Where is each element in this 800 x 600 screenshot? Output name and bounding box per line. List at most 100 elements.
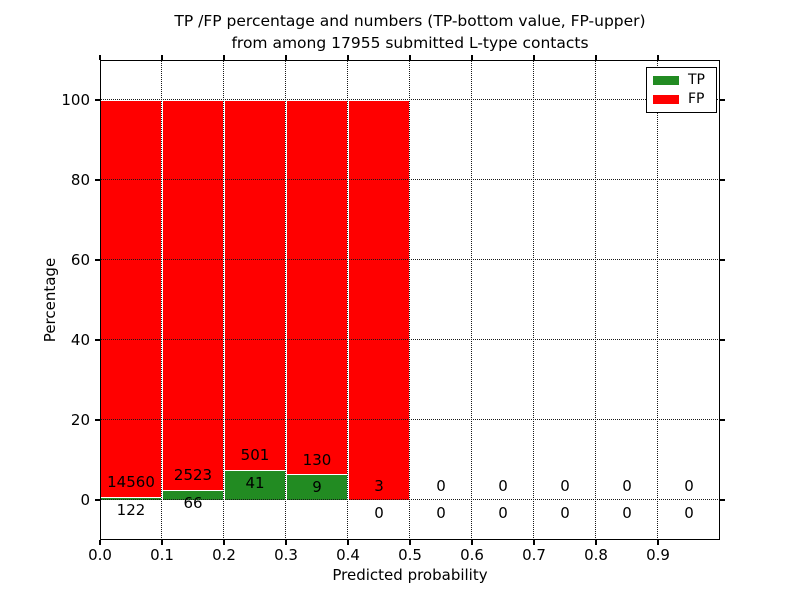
bar-fp-count-label: 0 xyxy=(622,476,632,495)
y-tick-mark-left xyxy=(95,179,100,181)
grid-line-vertical xyxy=(657,60,659,540)
bar-fp-count-label: 0 xyxy=(498,476,508,495)
bar-fp-segment xyxy=(162,100,224,490)
x-tick-mark-top xyxy=(409,55,411,60)
bar-fp-count-label: 14560 xyxy=(107,473,155,492)
bar-tp-count-label: 41 xyxy=(245,473,265,492)
y-tick-mark-left xyxy=(95,339,100,341)
bar-tp-count-label: 66 xyxy=(183,494,203,512)
x-tick-mark-top xyxy=(533,55,535,60)
x-tick-mark-bottom xyxy=(471,540,473,545)
x-tick-mark-top xyxy=(161,55,163,60)
chart-title-line-1: TP /FP percentage and numbers (TP-bottom… xyxy=(174,12,646,30)
chart-title-line-2: from among 17955 submitted L-type contac… xyxy=(231,34,589,52)
bar-fp-segment xyxy=(224,100,286,470)
x-tick-label: 0.7 xyxy=(522,546,546,564)
bar-fp-count-label: 501 xyxy=(240,446,270,465)
x-tick-mark-bottom xyxy=(409,540,411,545)
bar-tp-count-label: 0 xyxy=(560,504,570,523)
x-tick-label: 0.5 xyxy=(398,546,422,564)
x-tick-mark-bottom xyxy=(533,540,535,545)
tp-swatch-icon xyxy=(653,76,679,85)
x-tick-mark-bottom xyxy=(657,540,659,545)
y-tick-mark-left xyxy=(95,499,100,501)
x-tick-label: 0.9 xyxy=(646,546,670,564)
y-tick-mark-right xyxy=(720,499,725,501)
x-tick-mark-bottom xyxy=(595,540,597,545)
x-tick-mark-top xyxy=(657,55,659,60)
legend-entry-fp: FP xyxy=(647,90,716,109)
grid-line-vertical xyxy=(161,60,163,540)
y-tick-label: 80 xyxy=(70,170,90,189)
bar-tp-count-label: 122 xyxy=(116,500,146,519)
x-tick-label: 0.4 xyxy=(336,546,360,564)
y-tick-mark-right xyxy=(720,99,725,101)
y-tick-mark-left xyxy=(95,419,100,421)
grid-line-vertical xyxy=(595,60,597,540)
legend-label-tp: TP xyxy=(688,72,705,88)
x-tick-mark-top xyxy=(223,55,225,60)
bar-fp-count-label: 0 xyxy=(560,476,570,495)
x-axis-label: Predicted probability xyxy=(332,566,488,584)
x-tick-mark-bottom xyxy=(285,540,287,545)
grid-line-horizontal xyxy=(100,499,720,501)
x-tick-mark-top xyxy=(99,55,101,60)
y-tick-mark-right xyxy=(720,179,725,181)
bar-fp-count-label: 130 xyxy=(302,450,332,469)
x-tick-label: 0.0 xyxy=(88,546,112,564)
grid-line-horizontal xyxy=(100,259,720,261)
bar-fp-segment xyxy=(100,100,162,497)
grid-line-horizontal xyxy=(100,179,720,181)
chart-title: TP /FP percentage and numbers (TP-bottom… xyxy=(100,10,720,54)
y-tick-label: 20 xyxy=(70,410,90,429)
x-tick-mark-top xyxy=(471,55,473,60)
grid-line-horizontal xyxy=(100,419,720,421)
y-tick-mark-left xyxy=(95,99,100,101)
grid-line-vertical xyxy=(533,60,535,540)
bar-fp-count-label: 0 xyxy=(436,476,446,495)
grid-line-vertical xyxy=(223,60,225,540)
x-tick-mark-top xyxy=(347,55,349,60)
y-tick-label: 100 xyxy=(61,90,90,109)
bar-tp-count-label: 0 xyxy=(498,504,508,523)
legend: TP FP xyxy=(646,67,717,113)
y-tick-mark-right xyxy=(720,259,725,261)
x-tick-label: 0.6 xyxy=(460,546,484,564)
y-tick-label: 60 xyxy=(70,250,90,269)
y-tick-mark-right xyxy=(720,419,725,421)
x-tick-mark-bottom xyxy=(99,540,101,545)
grid-line-horizontal xyxy=(100,99,720,101)
grid-line-vertical xyxy=(409,60,411,540)
legend-label-fp: FP xyxy=(688,91,705,107)
bar-tp-count-label: 0 xyxy=(622,504,632,523)
bar-fp-count-label: 0 xyxy=(684,476,694,495)
y-tick-mark-left xyxy=(95,259,100,261)
x-tick-mark-bottom xyxy=(347,540,349,545)
grid-line-vertical xyxy=(471,60,473,540)
grid-line-vertical xyxy=(285,60,287,540)
x-tick-mark-top xyxy=(595,55,597,60)
x-tick-mark-bottom xyxy=(161,540,163,545)
bar-fp-count-label: 3 xyxy=(374,476,384,495)
bar-tp-count-label: 0 xyxy=(684,504,694,523)
bar-tp-count-label: 0 xyxy=(374,504,384,523)
bar-fp-segment xyxy=(286,100,348,475)
y-tick-mark-right xyxy=(720,339,725,341)
x-tick-label: 0.8 xyxy=(584,546,608,564)
x-tick-label: 0.2 xyxy=(212,546,236,564)
legend-entry-tp: TP xyxy=(647,71,716,90)
x-tick-label: 0.3 xyxy=(274,546,298,564)
grid-line-horizontal xyxy=(100,339,720,341)
y-tick-label: 0 xyxy=(80,490,90,509)
fp-swatch-icon xyxy=(653,95,679,104)
bar-fp-count-label: 2523 xyxy=(173,466,213,485)
bar-fp-segment xyxy=(348,100,410,500)
x-tick-mark-bottom xyxy=(223,540,225,545)
bar-tp-count-label: 9 xyxy=(312,478,322,497)
x-tick-label: 0.1 xyxy=(150,546,174,564)
grid-line-vertical xyxy=(347,60,349,540)
x-tick-mark-top xyxy=(285,55,287,60)
bar-tp-count-label: 0 xyxy=(436,504,446,523)
y-tick-label: 40 xyxy=(70,330,90,349)
